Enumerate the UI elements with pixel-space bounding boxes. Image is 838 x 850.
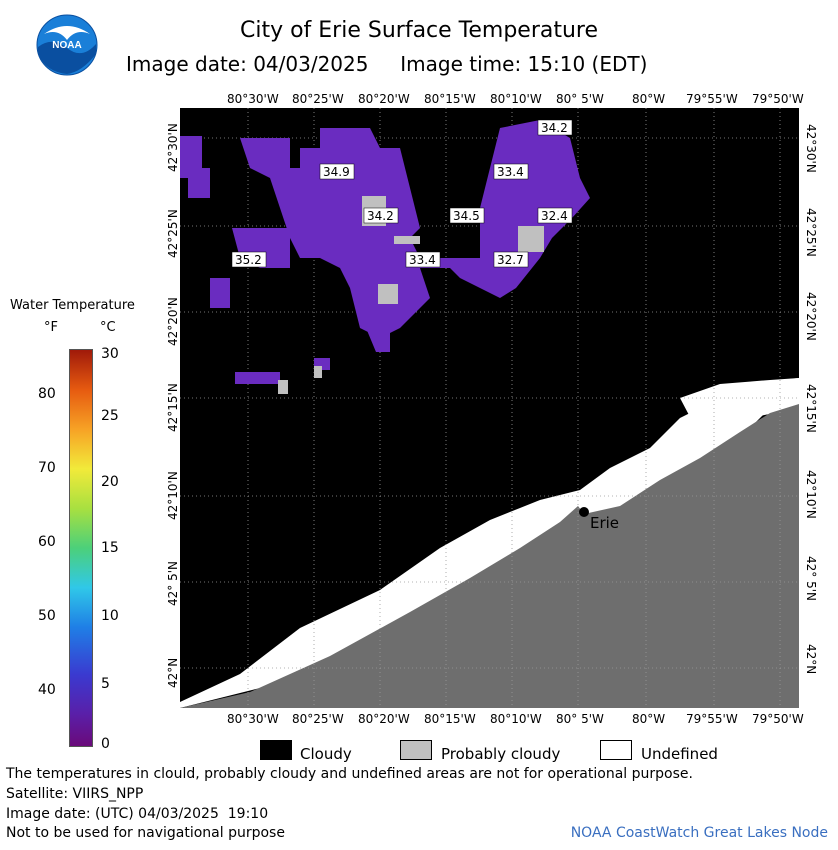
lon-label-bottom: 79°50'W [752,712,804,726]
celsius-tick: 30 [101,346,119,362]
lon-label-bottom: 79°55'W [686,712,738,726]
celsius-tick: 5 [101,676,110,692]
temperature-label: 32.7 [493,251,529,268]
erie-city-marker [579,507,589,517]
lat-label-left: 42°10'N [166,471,180,520]
credit-link[interactable]: NOAA CoastWatch Great Lakes Node [570,825,828,841]
lon-label-top: 80°30'W [227,92,279,106]
image-datetime: Image date: 04/03/2025 Image time: 15:10… [126,52,647,76]
lon-label-bottom: 80°W [632,712,666,726]
lon-label-bottom: 80°15'W [424,712,476,726]
fahrenheit-tick: 70 [38,460,56,476]
lat-label-right: 42°N [804,644,818,675]
lon-label-top: 80°25'W [292,92,344,106]
unit-celsius: °C [100,320,116,335]
key-cloudy-label: Cloudy [300,745,352,763]
city-label-erie: Erie [590,514,619,532]
key-cloudy-swatch [260,740,292,760]
lon-label-top: 79°55'W [686,92,738,106]
svg-text:35.2: 35.2 [235,253,262,267]
lon-label-top: 80°20'W [358,92,410,106]
noaa-logo: NOAA [36,14,98,76]
temperature-label: 34.2 [537,119,573,136]
footer-utc-date: Image date: (UTC) 04/03/2025 19:10 [6,806,269,822]
lon-label-top: 80° 5'W [556,92,604,106]
svg-text:34.5: 34.5 [453,209,480,223]
temperature-map: Erie 34.2 34.9 33.4 34.2 34.5 32.4 35.2 … [180,108,799,708]
undefined-area [180,378,799,708]
lon-label-top: 79°50'W [752,92,804,106]
celsius-tick: 0 [101,736,110,752]
temperature-label: 34.5 [449,207,485,224]
footer-navigation-note: Not to be used for navigational purpose [6,825,285,841]
key-undefined-swatch [600,740,632,760]
lat-label-left: 42°20'N [166,297,180,346]
fahrenheit-tick: 40 [38,682,56,698]
celsius-tick: 25 [101,408,119,424]
celsius-tick: 15 [101,540,119,556]
svg-text:32.7: 32.7 [497,253,524,267]
lon-label-top: 80°W [632,92,666,106]
lat-label-left: 42°15'N [166,383,180,432]
lat-label-left: 42° 5'N [166,561,180,606]
temperature-label: 33.4 [493,163,529,180]
svg-text:33.4: 33.4 [409,253,436,267]
temperature-colorbar [69,349,93,747]
lat-label-right: 42°25'N [804,208,818,257]
temperature-label: 35.2 [231,251,267,268]
lon-label-bottom: 80°25'W [292,712,344,726]
lat-label-right: 42°20'N [804,292,818,341]
undefined-area-east [680,378,799,436]
lat-label-left: 42°30'N [166,123,180,172]
lat-label-right: 42°15'N [804,384,818,433]
lon-label-top: 80°15'W [424,92,476,106]
unit-fahrenheit: °F [44,320,58,335]
svg-text:34.2: 34.2 [367,209,394,223]
celsius-tick: 10 [101,608,119,624]
svg-text:34.2: 34.2 [541,121,568,135]
temperature-label: 34.9 [319,163,355,180]
lon-label-bottom: 80°30'W [227,712,279,726]
land-area [180,404,799,708]
image-time: Image time: 15:10 (EDT) [400,52,648,76]
svg-text:32.4: 32.4 [541,209,568,223]
fahrenheit-tick: 60 [38,534,56,550]
celsius-tick: 20 [101,474,119,490]
lat-label-right: 42°30'N [804,124,818,173]
svg-text:33.4: 33.4 [497,165,524,179]
temperature-label: 34.2 [363,207,399,224]
lon-label-bottom: 80°10'W [490,712,542,726]
image-date: Image date: 04/03/2025 [126,52,369,76]
temperature-label: 33.4 [405,251,441,268]
lon-label-bottom: 80° 5'W [556,712,604,726]
footer-satellite: Satellite: VIIRS_NPP [6,786,144,802]
svg-text:34.9: 34.9 [323,165,350,179]
fahrenheit-tick: 80 [38,386,56,402]
temperature-label: 32.4 [537,207,573,224]
logo-text: NOAA [52,40,81,51]
page-title: City of Erie Surface Temperature [239,18,599,43]
key-probably-cloudy-swatch [400,740,432,760]
key-probably-cloudy-label: Probably cloudy [441,745,561,763]
lon-label-top: 80°10'W [490,92,542,106]
fahrenheit-tick: 50 [38,608,56,624]
lat-label-left: 42°N [166,657,180,688]
lat-label-right: 42° 5'N [804,556,818,601]
key-undefined-label: Undefined [641,745,718,763]
lat-label-left: 42°25'N [166,209,180,258]
lon-label-bottom: 80°20'W [358,712,410,726]
lat-label-right: 42°10'N [804,470,818,519]
legend-title: Water Temperature [10,298,135,313]
footer-disclaimer: The temperatures in clould, probably clo… [6,766,693,782]
